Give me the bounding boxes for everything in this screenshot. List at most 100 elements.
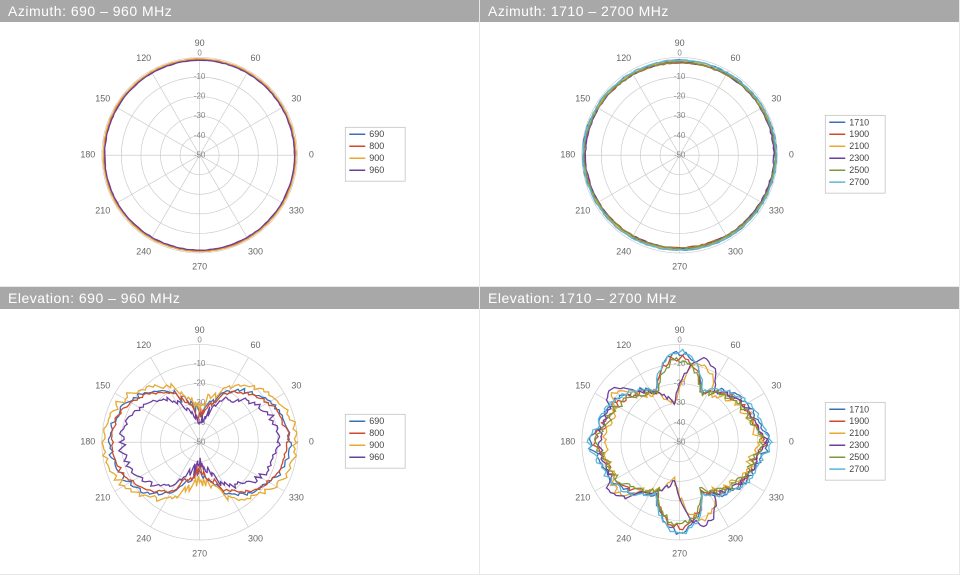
svg-text:800: 800	[369, 429, 384, 439]
svg-text:-10: -10	[674, 72, 686, 81]
svg-text:60: 60	[250, 340, 260, 350]
svg-text:150: 150	[95, 381, 110, 391]
svg-text:180: 180	[560, 437, 575, 447]
panel-az-high: Azimuth: 1710 – 2700 MHz 0 30 60 90 120 150 18…	[480, 0, 960, 287]
svg-text:240: 240	[616, 246, 631, 256]
svg-text:-50: -50	[674, 438, 686, 447]
chart-az-high: 0 30 60 90 120 150 180 210 240 270 300 330 0 -10 -20 -3…	[480, 22, 959, 284]
svg-text:120: 120	[136, 340, 151, 350]
svg-text:270: 270	[672, 549, 687, 559]
svg-text:2300: 2300	[849, 441, 869, 451]
svg-text:210: 210	[575, 493, 590, 503]
svg-text:2500: 2500	[849, 165, 869, 175]
svg-text:60: 60	[250, 53, 260, 63]
svg-text:1710: 1710	[849, 117, 869, 127]
svg-text:180: 180	[560, 150, 575, 160]
svg-text:-50: -50	[194, 438, 206, 447]
svg-text:60: 60	[730, 340, 740, 350]
svg-text:330: 330	[289, 493, 304, 503]
svg-text:90: 90	[195, 38, 205, 48]
svg-text:210: 210	[95, 205, 110, 215]
svg-text:180: 180	[80, 437, 95, 447]
svg-text:960: 960	[369, 453, 384, 463]
svg-text:-50: -50	[194, 150, 206, 159]
svg-text:150: 150	[575, 94, 590, 104]
svg-text:1900: 1900	[849, 129, 869, 139]
svg-text:-30: -30	[194, 111, 206, 120]
svg-text:900: 900	[369, 153, 384, 163]
svg-text:-40: -40	[674, 418, 686, 427]
svg-text:60: 60	[730, 53, 740, 63]
svg-text:-40: -40	[674, 131, 686, 140]
svg-text:120: 120	[136, 53, 151, 63]
svg-text:-10: -10	[194, 360, 206, 369]
svg-text:30: 30	[771, 381, 781, 391]
svg-text:900: 900	[369, 441, 384, 451]
svg-text:180: 180	[80, 150, 95, 160]
svg-text:330: 330	[769, 493, 784, 503]
chart-el-low: 03060901201501802102402703003300-10-20-3…	[0, 309, 479, 571]
svg-text:90: 90	[675, 38, 685, 48]
svg-text:0: 0	[677, 49, 682, 58]
title-el-low: Elevation: 690 – 960 MHz	[0, 287, 479, 309]
svg-text:300: 300	[728, 534, 743, 544]
svg-text:960: 960	[369, 165, 384, 175]
svg-text:270: 270	[192, 549, 207, 559]
svg-text:-40: -40	[194, 131, 206, 140]
svg-text:90: 90	[195, 325, 205, 335]
svg-text:30: 30	[291, 381, 301, 391]
svg-text:0: 0	[789, 150, 794, 160]
svg-text:-20: -20	[194, 92, 206, 101]
svg-text:210: 210	[95, 493, 110, 503]
svg-text:2100: 2100	[849, 429, 869, 439]
svg-text:300: 300	[728, 246, 743, 256]
svg-text:1710: 1710	[849, 405, 869, 415]
svg-text:-50: -50	[674, 150, 686, 159]
svg-text:150: 150	[575, 381, 590, 391]
svg-text:-30: -30	[674, 111, 686, 120]
svg-text:2700: 2700	[849, 465, 869, 475]
title-az-low: Azimuth: 690 – 960 MHz	[0, 0, 479, 22]
svg-text:0: 0	[789, 437, 794, 447]
svg-text:270: 270	[192, 261, 207, 271]
svg-text:2700: 2700	[849, 177, 869, 187]
svg-text:-20: -20	[674, 92, 686, 101]
svg-text:240: 240	[136, 246, 151, 256]
chart-az-low: 0 30 60 90 120 150 180 210 240 270 300 330 0 -10 -20 -3…	[0, 22, 479, 284]
svg-text:300: 300	[248, 534, 263, 544]
panel-el-high: Elevation: 1710 – 2700 MHz 0 30 60 90 120 150…	[480, 287, 960, 574]
svg-text:30: 30	[771, 94, 781, 104]
svg-text:210: 210	[575, 205, 590, 215]
svg-text:300: 300	[248, 246, 263, 256]
svg-text:690: 690	[369, 417, 384, 427]
svg-text:120: 120	[616, 53, 631, 63]
svg-text:2100: 2100	[849, 141, 869, 151]
svg-text:0: 0	[197, 49, 202, 58]
svg-text:120: 120	[616, 340, 631, 350]
svg-text:0: 0	[677, 336, 682, 345]
svg-text:330: 330	[289, 205, 304, 215]
svg-text:-20: -20	[194, 379, 206, 388]
chart-el-high: 03060901201501802102402703003300-10-20-3…	[480, 309, 959, 571]
svg-text:-10: -10	[194, 72, 206, 81]
svg-text:330: 330	[769, 205, 784, 215]
svg-text:90: 90	[675, 325, 685, 335]
title-el-high: Elevation: 1710 – 2700 MHz	[480, 287, 959, 309]
title-az-high: Azimuth: 1710 – 2700 MHz	[480, 0, 959, 22]
panel-az-low: Azimuth: 690 – 960 MHz 0 30 60 90 120 150 180 2…	[0, 0, 480, 287]
svg-text:800: 800	[369, 141, 384, 151]
svg-text:2300: 2300	[849, 153, 869, 163]
svg-text:240: 240	[136, 534, 151, 544]
svg-text:2500: 2500	[849, 453, 869, 463]
svg-text:30: 30	[291, 94, 301, 104]
svg-text:270: 270	[672, 261, 687, 271]
svg-text:0: 0	[309, 150, 314, 160]
svg-text:240: 240	[616, 534, 631, 544]
svg-text:690: 690	[369, 129, 384, 139]
svg-text:0: 0	[197, 336, 202, 345]
chart-grid: Azimuth: 690 – 960 MHz 0 30 60 90 120 150 180 2…	[0, 0, 960, 568]
panel-el-low: Elevation: 690 – 960 MHz 0 30 60 90 120 150 18…	[0, 287, 480, 574]
svg-text:150: 150	[95, 94, 110, 104]
svg-text:1900: 1900	[849, 417, 869, 427]
svg-text:0: 0	[309, 437, 314, 447]
